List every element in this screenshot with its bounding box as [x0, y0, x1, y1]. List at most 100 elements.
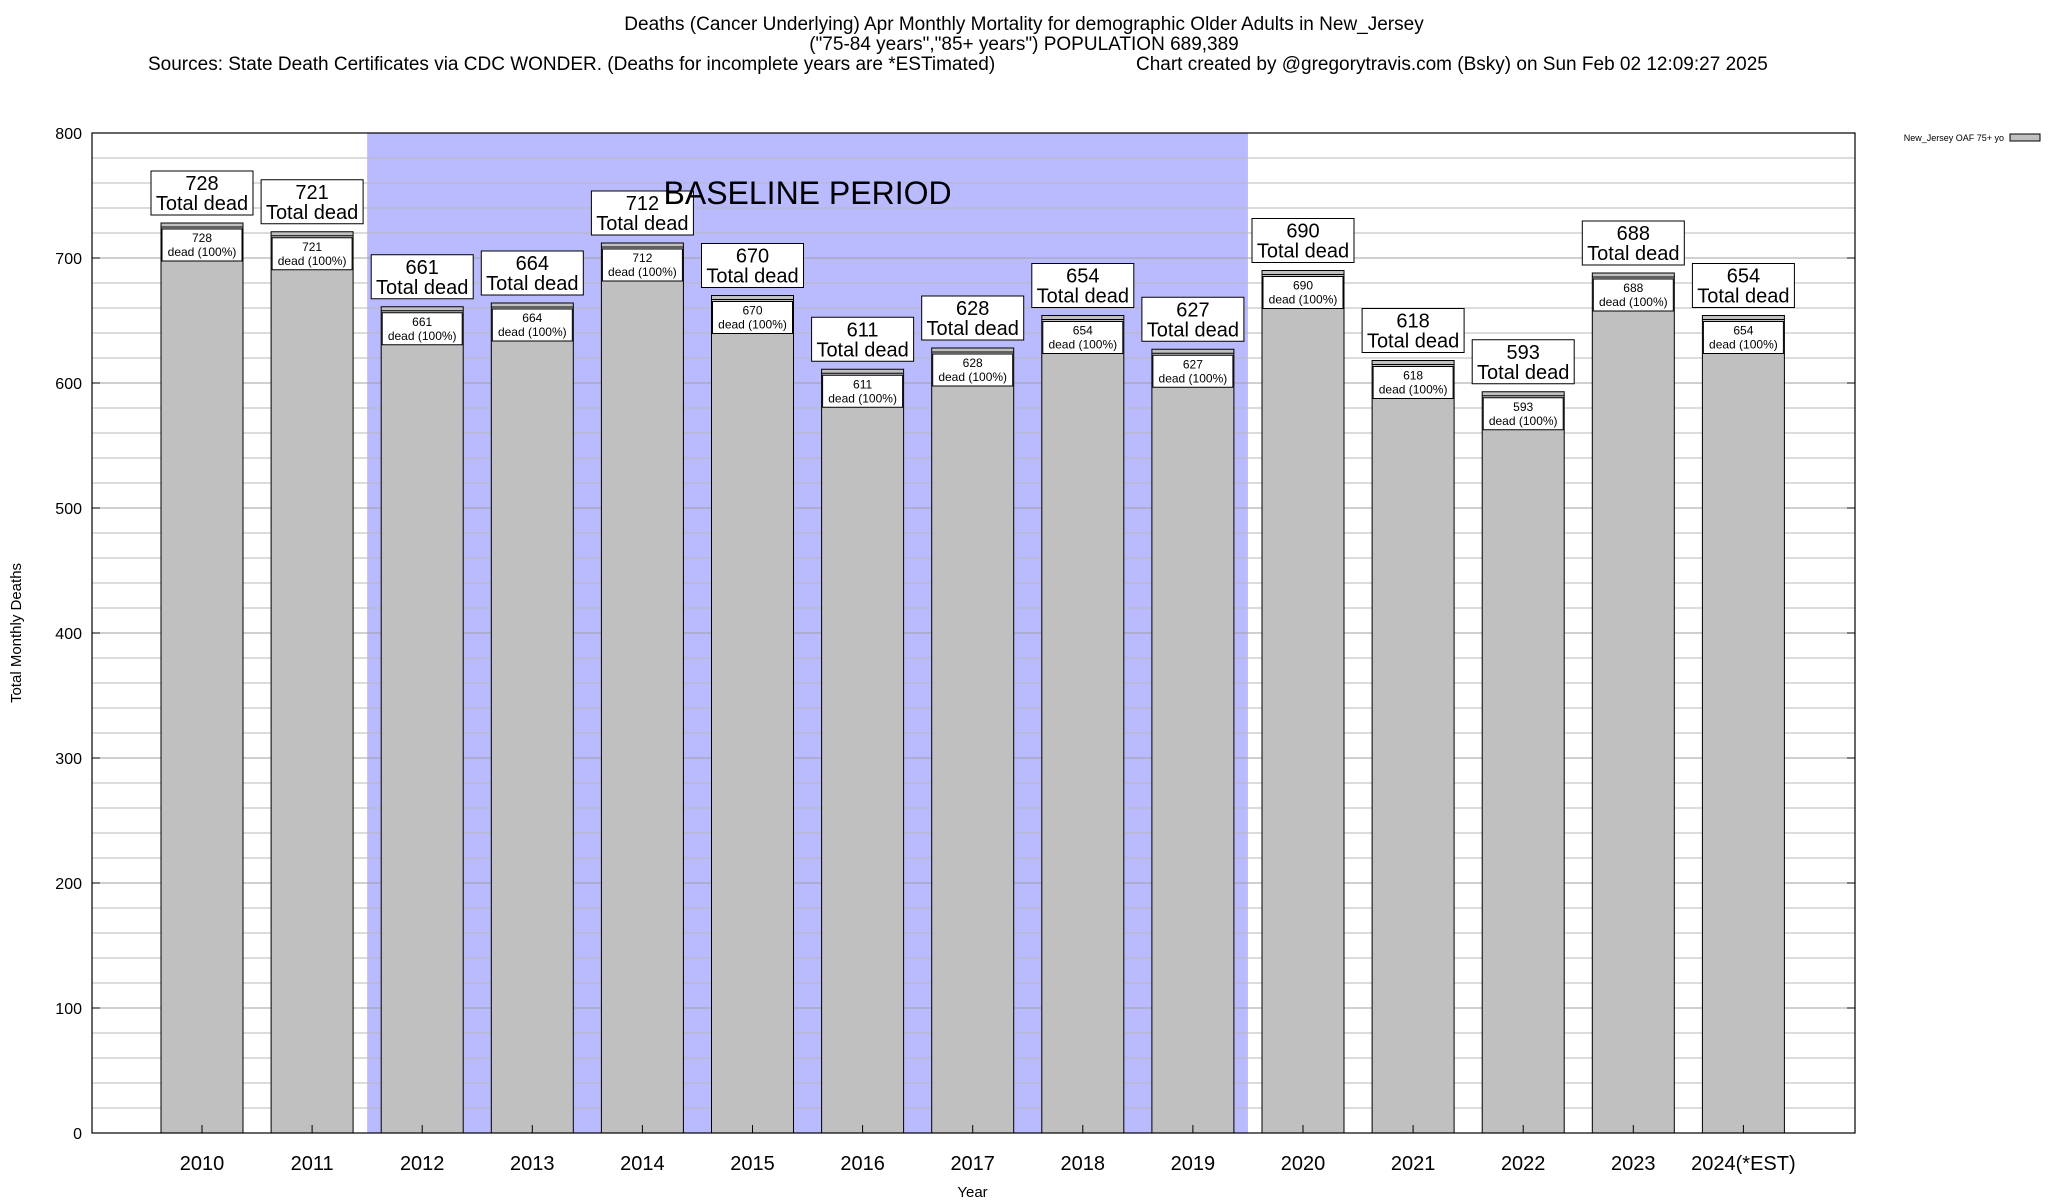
x-tick-label: 2022: [1501, 1153, 1546, 1175]
legend-label: New_Jersey OAF 75+ yo: [1904, 133, 2004, 143]
inner-data-label-text: dead (100%): [1269, 293, 1338, 307]
outer-data-label-text: Total dead: [706, 266, 798, 288]
outer-data-label-text: Total dead: [1367, 331, 1459, 353]
bar: [1041, 315, 1125, 1134]
bar: [1701, 315, 1785, 1134]
outer-data-label-text: Total dead: [1477, 362, 1569, 384]
inner-data-label-text: dead (100%): [388, 329, 457, 343]
chart-title: Deaths (Cancer Underlying) Apr Monthly M…: [624, 14, 1424, 35]
inner-data-label-text: dead (100%): [718, 318, 787, 332]
inner-data-label-box: [1262, 276, 1344, 309]
plot-frame: [91, 132, 1856, 1134]
outer-data-label-text: Total dead: [376, 277, 468, 299]
bar: [1371, 360, 1455, 1134]
inner-data-label-value: 664: [522, 311, 542, 325]
outer-data-label-box: [1251, 218, 1355, 263]
inner-data-label-value: 728: [192, 231, 212, 245]
inner-data-label-value: 654: [1733, 324, 1753, 338]
x-tick-label: 2021: [1391, 1153, 1436, 1175]
outer-data-label-box: [701, 243, 804, 288]
outer-data-label-value: 728: [185, 173, 218, 195]
inner-data-label-box: [1152, 354, 1234, 388]
x-tick-label: 2019: [1171, 1153, 1216, 1175]
outer-data-label-box: [260, 179, 364, 225]
outer-data-label-text: Total dead: [1147, 319, 1239, 341]
outer-data-label-value: 664: [516, 253, 549, 275]
inner-data-label-box: [601, 248, 683, 282]
x-tick-label: 2013: [510, 1153, 555, 1175]
chart-subtitle: ("75-84 years","85+ years") POPULATION 6…: [809, 34, 1239, 55]
x-tick-label: 2023: [1611, 1153, 1656, 1175]
bar: [931, 347, 1015, 1134]
outer-data-label-box: [480, 250, 584, 296]
inner-data-label-value: 611: [853, 377, 872, 391]
x-tick-label: 2018: [1061, 1153, 1106, 1175]
inner-data-label-box: [932, 353, 1014, 387]
inner-data-label-value: 661: [412, 315, 432, 329]
inner-data-label-text: dead (100%): [278, 254, 347, 268]
outer-data-label-box: [1471, 339, 1575, 385]
outer-data-label-value: 721: [295, 182, 328, 204]
bar: [711, 295, 794, 1134]
outer-data-label-box: [811, 316, 915, 362]
outer-data-label-text: Total dead: [1037, 286, 1129, 308]
y-tick-label: 600: [55, 376, 82, 393]
inner-data-label-box: [381, 312, 463, 346]
inner-data-label-value: 690: [1293, 279, 1313, 293]
inner-data-label-text: dead (100%): [1489, 414, 1558, 428]
x-tick-label: 2024(*EST): [1691, 1153, 1796, 1175]
x-tick-label: 2012: [400, 1153, 445, 1175]
outer-data-label-value: 670: [736, 246, 769, 268]
outer-data-label-box: [1361, 308, 1465, 353]
outer-data-label-text: Total dead: [156, 193, 248, 215]
legend-swatch: [2009, 133, 2041, 142]
outer-data-label-box: [590, 190, 694, 236]
inner-data-label-box: [1702, 321, 1784, 354]
inner-data-label-text: dead (100%): [1048, 338, 1117, 352]
bar: [1261, 270, 1345, 1134]
outer-data-label-value: 593: [1507, 342, 1540, 364]
bar: [600, 242, 684, 1134]
inner-data-label-box: [1372, 366, 1454, 399]
bar: [1481, 391, 1565, 1134]
y-tick-label: 500: [55, 501, 82, 518]
baseline-period-label: BASELINE PERIOD: [664, 175, 952, 211]
outer-data-label-box: [150, 170, 254, 216]
x-tick-label: 2017: [950, 1153, 995, 1175]
inner-data-label-value: 628: [963, 356, 983, 370]
outer-data-label-text: Total dead: [927, 318, 1019, 340]
inner-data-label-value: 670: [742, 304, 762, 318]
outer-data-label-value: 654: [1727, 266, 1760, 288]
inner-data-label-text: dead (100%): [498, 325, 567, 339]
y-tick-label: 800: [55, 126, 82, 143]
outer-data-label-box: [921, 295, 1025, 341]
outer-data-label-value: 618: [1396, 311, 1429, 333]
bar: [490, 302, 574, 1134]
x-tick-label: 2016: [840, 1153, 885, 1175]
outer-data-label-text: Total dead: [486, 273, 578, 295]
outer-data-label-value: 712: [626, 193, 659, 215]
inner-data-label-box: [1482, 397, 1564, 431]
x-tick-label: 2014: [620, 1153, 665, 1175]
outer-data-label-value: 661: [406, 257, 439, 279]
inner-data-label-value: 688: [1623, 281, 1643, 295]
x-axis-label: Year: [957, 1184, 987, 1200]
x-tick-label: 2011: [291, 1153, 334, 1175]
inner-data-label-text: dead (100%): [608, 265, 677, 279]
outer-data-label-box: [1691, 263, 1795, 308]
y-tick-label: 700: [55, 251, 82, 268]
inner-data-label-text: dead (100%): [1379, 383, 1448, 397]
inner-data-label-value: 712: [632, 251, 652, 265]
y-tick-label: 100: [55, 1001, 82, 1018]
outer-data-label-text: Total dead: [816, 339, 908, 361]
bar: [160, 222, 244, 1134]
y-tick-label: 300: [55, 751, 82, 768]
y-axis-label: Total Monthly Deaths: [8, 563, 25, 703]
inner-data-label-value: 654: [1073, 324, 1093, 338]
outer-data-label-value: 627: [1176, 299, 1209, 321]
outer-data-label-box: [370, 254, 474, 300]
inner-data-label-box: [1592, 278, 1674, 312]
inner-data-label-text: dead (100%): [1709, 338, 1778, 352]
x-tick-label: 2020: [1281, 1153, 1326, 1175]
